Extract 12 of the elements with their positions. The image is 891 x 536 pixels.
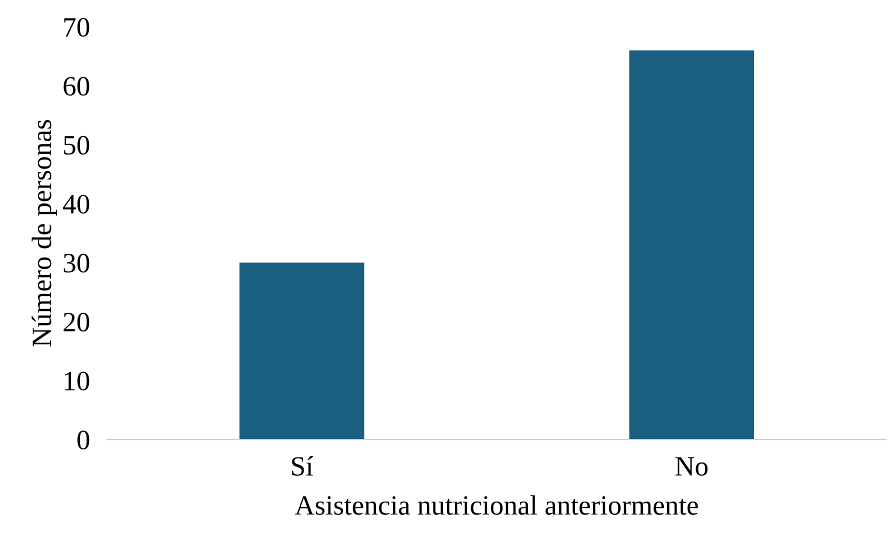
y-axis-title: Número de personas: [32, 120, 57, 347]
y-tick-label: 0: [77, 430, 90, 450]
y-tick-label: 40: [63, 194, 90, 214]
x-axis-title: Asistencia nutricional anteriormente: [294, 495, 698, 515]
x-tick-label: No: [675, 457, 708, 476]
x-tick-label: Sí: [292, 456, 314, 476]
y-tick-label: 20: [64, 312, 90, 332]
y-tick-label: 70: [64, 18, 90, 37]
y-tick-label: 30: [64, 254, 90, 273]
y-tick-label: 10: [64, 372, 90, 390]
y-tick-label: 60: [64, 76, 90, 96]
y-tick-label: 50: [64, 136, 90, 155]
